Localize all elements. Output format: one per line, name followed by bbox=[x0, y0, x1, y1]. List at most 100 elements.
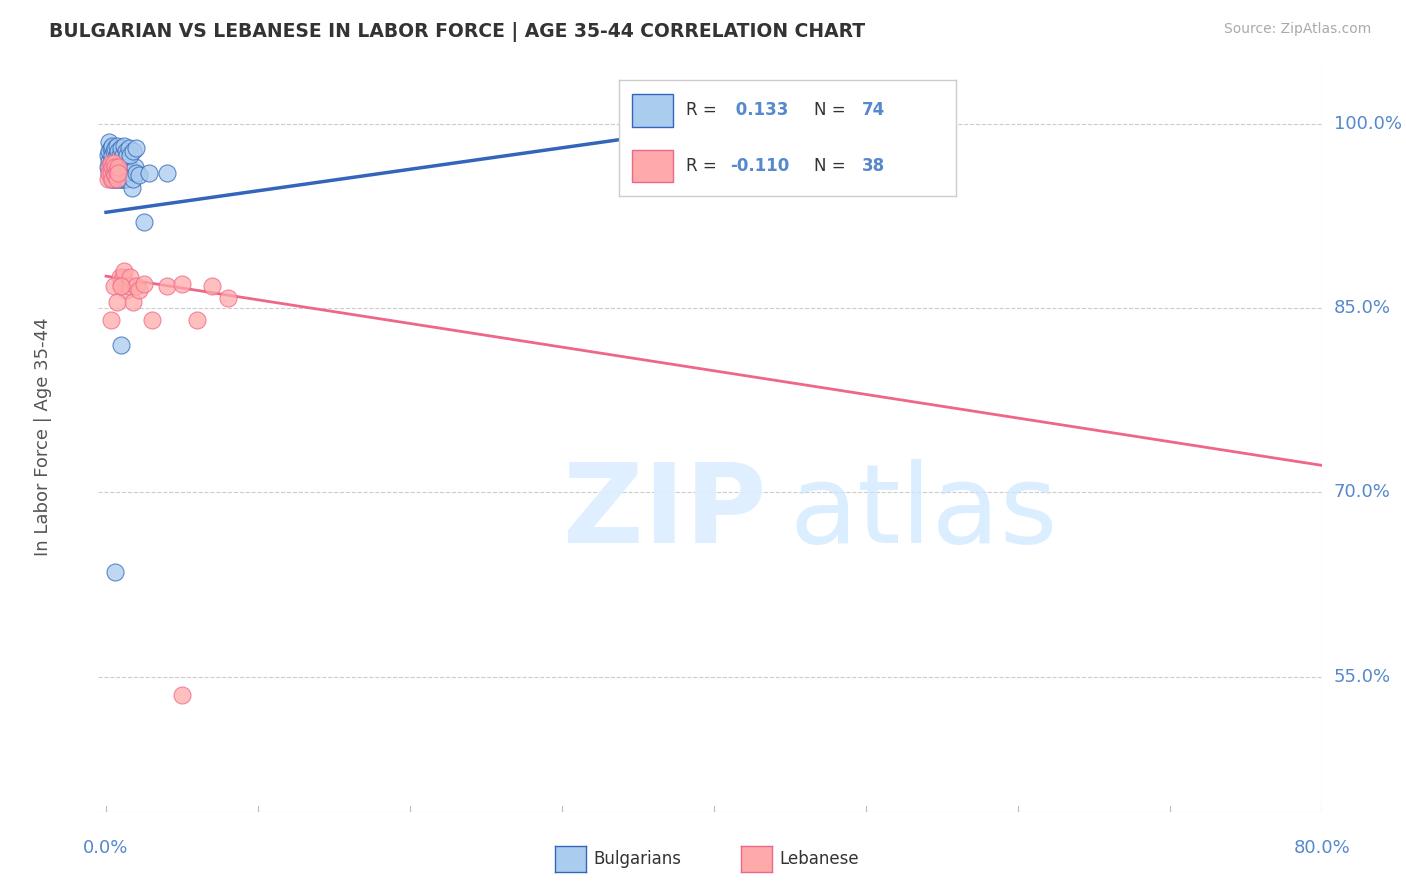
Point bbox=[114, 169, 136, 183]
Point bbox=[101, 172, 124, 186]
Point bbox=[104, 172, 127, 186]
Point bbox=[108, 270, 131, 285]
Point bbox=[96, 172, 118, 186]
Point bbox=[132, 215, 155, 229]
Point bbox=[104, 141, 127, 155]
Text: 0.133: 0.133 bbox=[730, 102, 789, 120]
Point bbox=[110, 151, 132, 165]
Point bbox=[103, 279, 125, 293]
Point bbox=[114, 160, 136, 174]
Point bbox=[117, 172, 139, 186]
Point bbox=[186, 313, 208, 327]
Text: N =: N = bbox=[814, 157, 851, 175]
Point bbox=[108, 156, 131, 170]
Point bbox=[121, 180, 143, 194]
Point bbox=[120, 270, 142, 285]
Point bbox=[101, 160, 124, 174]
Text: atlas: atlas bbox=[790, 458, 1059, 566]
Point bbox=[103, 156, 125, 170]
Text: 85.0%: 85.0% bbox=[1334, 299, 1391, 317]
Point bbox=[100, 141, 122, 155]
Text: 74: 74 bbox=[862, 102, 884, 120]
Point bbox=[110, 277, 132, 291]
Text: -0.110: -0.110 bbox=[730, 157, 789, 175]
Point bbox=[105, 295, 128, 310]
Point bbox=[101, 166, 124, 180]
Point bbox=[105, 163, 128, 178]
Point bbox=[98, 166, 121, 180]
Point bbox=[100, 166, 122, 180]
Point bbox=[105, 139, 128, 153]
Point bbox=[107, 169, 129, 183]
Text: 0.0%: 0.0% bbox=[83, 838, 129, 856]
Point bbox=[627, 111, 650, 125]
Point bbox=[111, 166, 134, 180]
Point bbox=[931, 111, 953, 125]
Point bbox=[105, 172, 128, 186]
Point bbox=[98, 153, 121, 168]
Point bbox=[111, 147, 134, 161]
Point bbox=[101, 139, 124, 153]
Point bbox=[100, 166, 122, 180]
Point bbox=[138, 166, 160, 180]
Point bbox=[100, 172, 122, 186]
Point bbox=[120, 166, 142, 180]
Point bbox=[111, 270, 134, 285]
Point bbox=[100, 156, 122, 170]
Point bbox=[108, 172, 131, 186]
Point bbox=[104, 156, 127, 170]
Point bbox=[105, 156, 128, 170]
Point bbox=[156, 166, 179, 180]
Point bbox=[105, 166, 128, 180]
Point bbox=[104, 169, 127, 183]
Text: 100.0%: 100.0% bbox=[1334, 115, 1402, 133]
Point bbox=[217, 291, 239, 305]
Point bbox=[132, 277, 155, 291]
Text: R =: R = bbox=[686, 102, 723, 120]
Point bbox=[141, 313, 163, 327]
Point bbox=[117, 147, 139, 161]
Point bbox=[118, 279, 141, 293]
Point bbox=[98, 136, 121, 150]
Point bbox=[96, 160, 118, 174]
Point bbox=[125, 141, 148, 155]
Point bbox=[112, 139, 135, 153]
Point bbox=[111, 172, 134, 186]
Point bbox=[103, 172, 125, 186]
Text: 70.0%: 70.0% bbox=[1334, 483, 1391, 501]
Point bbox=[103, 166, 125, 180]
Point bbox=[201, 279, 224, 293]
Point bbox=[105, 172, 128, 186]
Point bbox=[108, 147, 131, 161]
Point bbox=[112, 160, 135, 174]
Point bbox=[112, 264, 135, 278]
Text: ZIP: ZIP bbox=[564, 458, 766, 566]
Point bbox=[98, 166, 121, 180]
Point bbox=[156, 279, 179, 293]
Point bbox=[104, 166, 127, 180]
Point bbox=[120, 147, 142, 161]
Point bbox=[98, 160, 121, 174]
Text: R =: R = bbox=[686, 157, 723, 175]
Point bbox=[105, 147, 128, 161]
Point bbox=[122, 172, 145, 186]
Point bbox=[125, 279, 148, 293]
Point bbox=[124, 160, 146, 174]
Point bbox=[107, 172, 129, 186]
Point bbox=[128, 169, 150, 183]
Point bbox=[100, 156, 122, 170]
Point bbox=[101, 147, 124, 161]
Point bbox=[103, 144, 125, 158]
Point bbox=[104, 160, 127, 174]
Point bbox=[118, 141, 141, 155]
Point bbox=[98, 144, 121, 158]
Point bbox=[107, 163, 129, 178]
Point bbox=[107, 166, 129, 180]
FancyBboxPatch shape bbox=[633, 150, 672, 182]
Point bbox=[125, 166, 148, 180]
Point bbox=[105, 160, 128, 174]
Text: 55.0%: 55.0% bbox=[1334, 667, 1391, 686]
Point bbox=[110, 279, 132, 293]
Point bbox=[170, 688, 193, 702]
Point bbox=[101, 156, 124, 170]
